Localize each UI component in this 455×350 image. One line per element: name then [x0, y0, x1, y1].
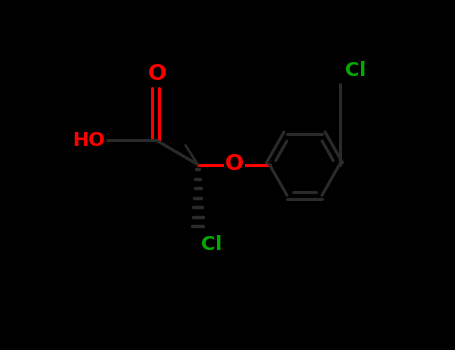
Text: HO: HO	[72, 131, 105, 149]
Text: O: O	[225, 154, 244, 175]
Text: O: O	[148, 64, 167, 84]
Text: Cl: Cl	[201, 235, 222, 254]
Text: Cl: Cl	[345, 61, 366, 80]
